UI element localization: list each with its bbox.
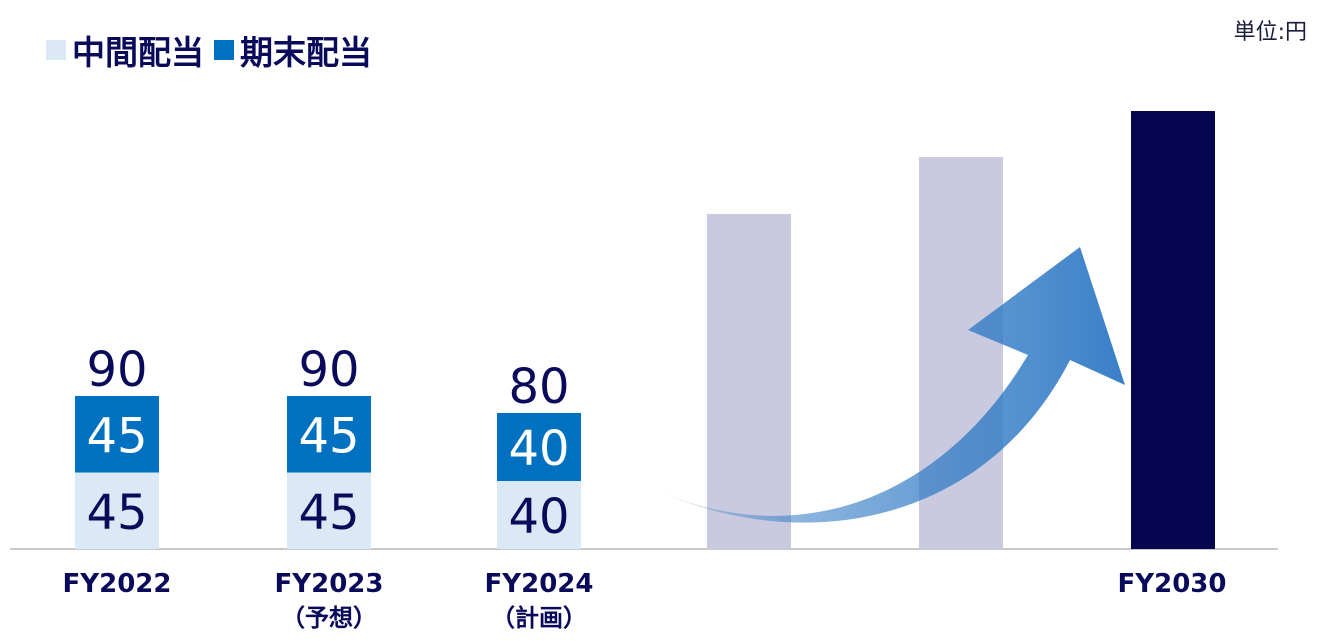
bar-interim-2 (497, 481, 581, 549)
label-interim-0: 45 (86, 485, 147, 541)
label-final-0: 45 (86, 408, 147, 464)
growth-arrow (612, 247, 1125, 523)
legend-swatch-interim (46, 40, 66, 60)
legend: 中間配当 期末配当 (46, 26, 382, 74)
bar-ghost-3 (707, 214, 791, 549)
legend-label-final: 期末配当 (240, 33, 372, 72)
legend-item-interim: 中間配当 (46, 26, 204, 74)
x-tick-label-2: FY2024 (485, 569, 594, 599)
label-interim-1: 45 (298, 485, 359, 541)
x-tick-label-1: FY2023 (275, 569, 384, 599)
unit-label: 単位:円 (1233, 20, 1307, 45)
label-final-2: 40 (508, 421, 569, 477)
bar-interim-1 (287, 472, 371, 549)
x-tick-label-2-sub: （計画） (491, 604, 587, 632)
legend-item-final: 期末配当 (214, 26, 372, 74)
bars-group (75, 111, 1215, 549)
bar-final-1 (287, 396, 371, 473)
x-tick-label-0: FY2022 (63, 569, 172, 599)
bar-final-2 (497, 413, 581, 481)
bar-final-0 (75, 396, 159, 473)
label-total-0: 90 (86, 342, 147, 398)
bar-target-5 (1131, 111, 1215, 549)
label-total-1: 90 (298, 342, 359, 398)
label-interim-2: 40 (508, 489, 569, 545)
x-tick-label-5: FY2030 (1118, 569, 1227, 599)
label-total-2: 80 (508, 359, 569, 415)
label-final-1: 45 (298, 408, 359, 464)
legend-swatch-final (214, 40, 234, 60)
bar-interim-0 (75, 472, 159, 549)
legend-label-interim: 中間配当 (72, 33, 204, 72)
x-tick-label-1-sub: （予想） (281, 604, 377, 632)
labels-group: 45 45 90 45 45 90 40 40 80 FY2022 FY2023 （予想） FY2024… (63, 342, 1227, 632)
